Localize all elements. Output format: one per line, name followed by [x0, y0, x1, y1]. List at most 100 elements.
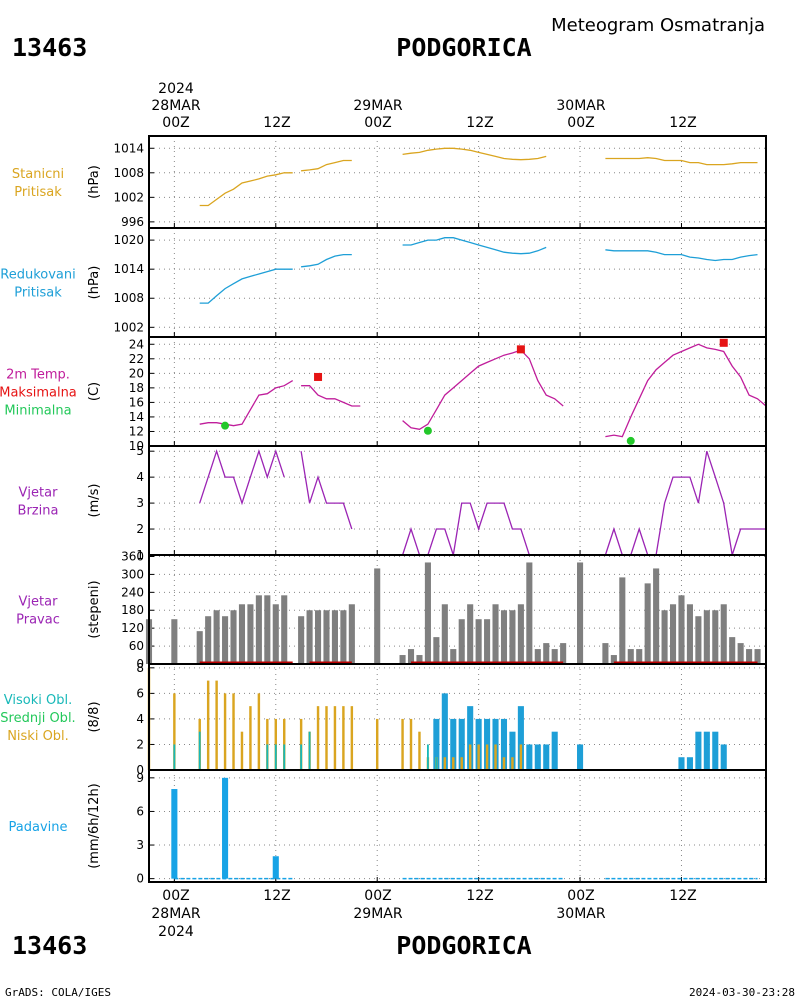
wind-direction-bar-7: [238, 604, 246, 664]
day-label-top-2: 29MAR: [353, 98, 402, 114]
cloud-cover-high-bar-0: [433, 718, 440, 770]
cloud-cover-low-bar-20: [375, 718, 379, 770]
temperature-line-segment-1: [301, 385, 361, 407]
temperature-ytick-label-1: 12: [129, 424, 144, 438]
station-id-top: 13463: [12, 33, 87, 62]
temperature-minimum-marker-2: [626, 436, 635, 445]
temperature-ytick-label-5: 20: [129, 366, 144, 380]
cloud-cover-low-bar-6: [232, 693, 235, 770]
cloud-cover-high-bar-3: [458, 718, 465, 770]
precipitation-ytick-label-1: 3: [136, 838, 144, 852]
precipitation-frame: [148, 769, 767, 883]
cloud-cover-low-bar-26: [443, 757, 447, 770]
wind-direction-bar-60: [754, 649, 761, 664]
wind-direction-bar-50: [669, 604, 677, 664]
precipitation-legend-label-0: Padavine: [9, 820, 68, 835]
wind-direction-bar-22: [407, 649, 415, 664]
wind-direction-bar-17: [331, 610, 338, 664]
cloud-cover-low-bar-18: [342, 706, 345, 770]
cloud-cover-low-bar-1: [173, 693, 176, 770]
cloud-cover-low-bar-32: [494, 744, 497, 770]
wind-direction-bar-20: [374, 568, 381, 664]
wind-direction-bar-35: [517, 604, 524, 664]
footer-timestamp: 2024-03-30-23:28: [689, 986, 795, 999]
wind-direction-bar-6: [230, 610, 237, 664]
cloud-cover-low-bar-29: [468, 744, 472, 770]
wind-direction-legend-label-1: Pravac: [16, 613, 60, 628]
cloud-cover-high-bar-19: [703, 731, 710, 770]
wind-direction-bar-29: [467, 604, 474, 664]
cloud-cover-high-bar-14: [551, 731, 558, 770]
station-pressure-legend-label-0: Stanicni: [12, 167, 64, 182]
cloud-cover-mid-bar-0: [173, 744, 176, 770]
cloud-cover-legend-label-1: Srednji Obl.: [0, 711, 75, 726]
reduced-pressure-ytick-label-0: 1002: [113, 320, 144, 334]
station-pressure-ytick-label-1: 1002: [113, 190, 144, 204]
wind-direction-bar-40: [560, 643, 567, 664]
cloud-cover-low-bar-21: [401, 718, 404, 770]
cloud-cover-mid-bar-2: [266, 744, 269, 770]
temperature-ytick-label-2: 14: [129, 410, 144, 424]
wind-direction-bar-36: [526, 562, 533, 664]
temperature-line-segment-2: [402, 349, 564, 430]
cloud-cover-ytick-label-4: 8: [136, 661, 144, 675]
cloud-cover-legend-label-0: Visoki Obl.: [4, 693, 72, 708]
temperature-legend-label-0: 2m Temp.: [6, 368, 70, 383]
wind-direction-bar-43: [610, 655, 617, 664]
footer-source: GrADS: COLA/IGES: [5, 986, 111, 999]
reduced-pressure-line-segment-0: [199, 268, 293, 304]
wind-speed-ytick-label-0: 1: [136, 548, 144, 562]
reduced-pressure-ytick-label-2: 1014: [113, 262, 144, 276]
wind-direction-bar-32: [492, 604, 499, 664]
temperature-legend-label-1: Maksimalna: [0, 386, 77, 401]
wind-direction-bar-59: [746, 649, 753, 664]
station-pressure-line-segment-3: [605, 157, 758, 166]
cloud-cover-high-bar-18: [695, 731, 702, 770]
wind-direction-bar-15: [314, 610, 322, 664]
wind-direction-ylabel: (stepeni): [87, 580, 102, 638]
cloud-cover-high-bar-9: [509, 731, 516, 770]
cloud-cover-mid-bar-3: [274, 744, 277, 770]
wind-direction-bar-57: [729, 637, 736, 664]
wind-direction-bar-21: [399, 655, 406, 664]
cloud-cover-ylabel: (8/8): [87, 701, 102, 732]
cloud-cover-ytick-label-1: 2: [136, 737, 144, 751]
wind-direction-bar-45: [627, 649, 634, 664]
tick-label-top-2: 12Z: [263, 115, 290, 131]
wind-direction-bar-47: [644, 583, 651, 664]
cloud-cover-low-bar-34: [511, 757, 514, 770]
temperature-ytick-label-7: 24: [129, 337, 144, 351]
tick-label-top-5: 00Z: [567, 115, 594, 131]
cloud-cover-mid-bar-4: [283, 744, 286, 770]
wind-direction-bar-44: [619, 577, 626, 664]
reduced-pressure-ytick-label-1: 1008: [113, 291, 144, 305]
wind-direction-bar-25: [433, 637, 440, 664]
wind-direction-bar-46: [636, 649, 643, 664]
wind-direction-ytick-label-5: 300: [121, 567, 144, 581]
tick-label-top-6: 12Z: [669, 115, 696, 131]
wind-speed-ytick-label-3: 4: [136, 470, 144, 484]
precipitation-bar-1: [222, 777, 229, 879]
year-label-top: 2024: [158, 81, 194, 97]
chart-title: Meteogram Osmatranja: [551, 15, 765, 36]
tick-label-bottom-3: 00Z: [364, 888, 391, 904]
wind-direction-bar-34: [509, 610, 516, 664]
day-label-bottom-3: 30MAR: [556, 906, 605, 922]
wind-direction-bar-51: [678, 595, 685, 664]
station-pressure-ytick-label-2: 1008: [113, 166, 144, 180]
tick-label-bottom-5: 00Z: [567, 888, 594, 904]
cloud-cover-high-bar-15: [577, 744, 584, 770]
temperature-maximum-marker-0: [314, 372, 323, 381]
wind-speed-ytick-label-2: 3: [136, 496, 144, 510]
station-pressure-line-segment-0: [199, 172, 293, 207]
cloud-cover-mid-bar-6: [308, 731, 311, 770]
wind-direction-bar-28: [458, 619, 465, 664]
cloud-cover-low-bar-9: [257, 693, 261, 770]
wind-direction-bar-55: [712, 610, 719, 664]
day-label-top-1: 28MAR: [151, 98, 200, 114]
wind-speed-ytick-label-1: 2: [136, 522, 144, 536]
panels-group: 996100210081014(hPa)StanicniPritisak1002…: [0, 135, 767, 886]
wind-speed-line-segment-0: [199, 449, 285, 506]
reduced-pressure-legend-label-1: Pritisak: [14, 286, 62, 301]
tick-label-top-3: 00Z: [364, 115, 391, 131]
